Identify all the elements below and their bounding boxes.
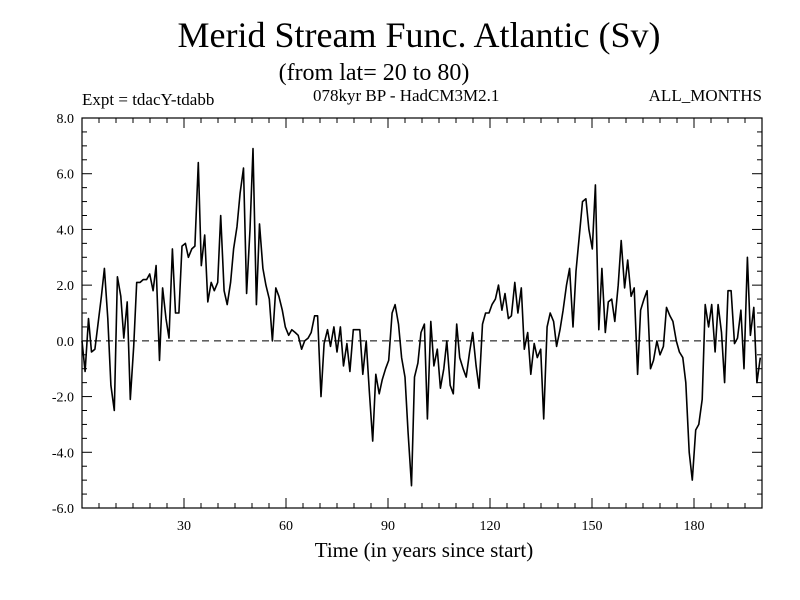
y-tick-label: 2.0 bbox=[57, 279, 75, 294]
x-tick-label: 120 bbox=[480, 519, 501, 534]
x-tick-label: 30 bbox=[177, 519, 191, 534]
x-tick-label: 180 bbox=[684, 519, 705, 534]
x-tick-label: 90 bbox=[381, 519, 395, 534]
y-tick-label: -6.0 bbox=[52, 502, 74, 517]
x-tick-label: 150 bbox=[582, 519, 603, 534]
months-label: ALL_MONTHS bbox=[648, 86, 762, 105]
y-tick-label: 4.0 bbox=[57, 223, 75, 238]
series-layer bbox=[81, 147, 762, 487]
x-tick-label: 60 bbox=[279, 519, 293, 534]
series-line-0 bbox=[81, 147, 762, 487]
experiment-label: Expt = tdacY-tdabb bbox=[82, 90, 215, 109]
y-tick-label: 0.0 bbox=[57, 335, 75, 350]
model-label: 078kyr BP - HadCM3M2.1 bbox=[313, 86, 500, 105]
y-tick-label: -2.0 bbox=[52, 391, 74, 406]
y-tick-label: -4.0 bbox=[52, 446, 74, 461]
y-tick-label: 8.0 bbox=[57, 112, 75, 127]
x-axis-title: Time (in years since start) bbox=[314, 538, 534, 562]
chart-title: Merid Stream Func. Atlantic (Sv) bbox=[177, 15, 661, 55]
chart-subtitle: (from lat= 20 to 80) bbox=[278, 60, 470, 86]
y-tick-label: 6.0 bbox=[57, 168, 75, 183]
axes-layer: 30 60 90 120 150 180 -6.0 -4.0 -2.0 0.0 2.0 4.0 6.0 8… bbox=[52, 112, 763, 534]
plot-frame bbox=[81, 117, 763, 509]
